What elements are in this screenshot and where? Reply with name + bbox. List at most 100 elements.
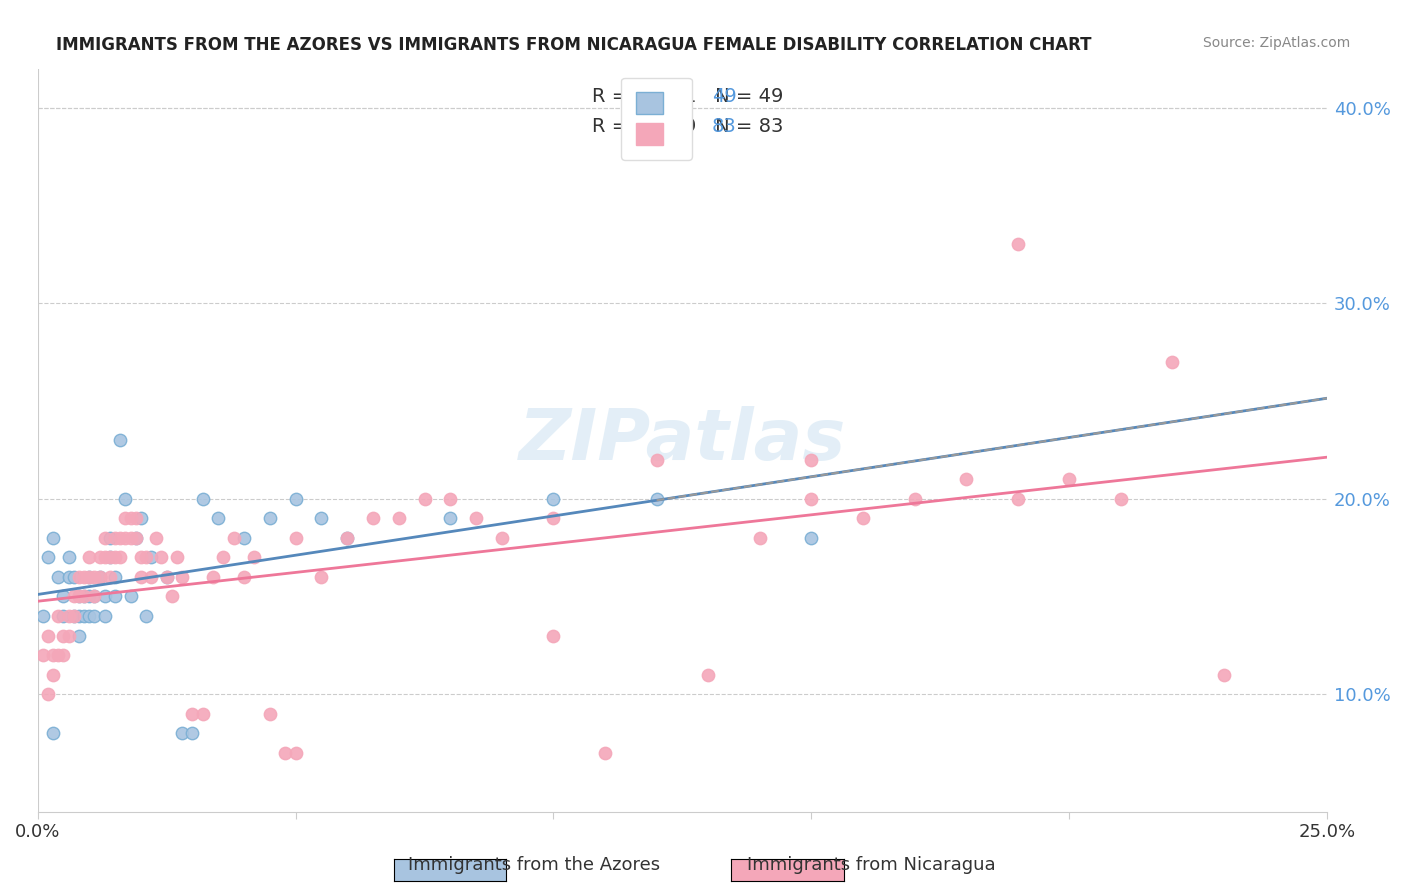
Point <box>67 609 90 624</box>
Point <box>42 531 65 545</box>
Point <box>52 628 75 642</box>
Point <box>58 628 80 642</box>
Point <box>1161 355 1184 369</box>
Point <box>160 590 183 604</box>
Point <box>166 550 188 565</box>
Point <box>73 570 96 584</box>
Point <box>1007 491 1029 506</box>
Point <box>243 550 266 565</box>
Point <box>156 570 179 584</box>
Point <box>311 511 333 525</box>
Point <box>58 570 80 584</box>
Point <box>129 570 152 584</box>
Point <box>73 590 96 604</box>
Point <box>120 531 142 545</box>
Text: 0.349: 0.349 <box>637 117 693 136</box>
Point <box>172 726 194 740</box>
Point <box>284 531 307 545</box>
Text: 49: 49 <box>711 87 737 106</box>
Point <box>77 570 100 584</box>
Point <box>83 590 105 604</box>
Point <box>42 648 65 662</box>
Point <box>388 511 411 525</box>
Point <box>125 531 148 545</box>
Point <box>98 570 121 584</box>
Point <box>181 726 204 740</box>
Point <box>284 746 307 760</box>
Point <box>93 550 115 565</box>
Point <box>156 570 179 584</box>
Point <box>114 511 136 525</box>
Point <box>181 706 204 721</box>
Text: 83: 83 <box>711 117 737 136</box>
Point <box>46 570 69 584</box>
Point <box>46 648 69 662</box>
Point <box>543 511 565 525</box>
Point <box>141 570 163 584</box>
Point <box>67 628 90 642</box>
Point <box>645 491 668 506</box>
Point <box>120 511 142 525</box>
Point <box>135 550 157 565</box>
Point <box>1109 491 1132 506</box>
Point <box>114 491 136 506</box>
Point <box>207 511 229 525</box>
Text: R =  0.349   N = 83: R = 0.349 N = 83 <box>592 117 783 136</box>
Point <box>233 531 256 545</box>
Legend: , : , <box>621 78 692 160</box>
Point <box>543 628 565 642</box>
Point <box>83 570 105 584</box>
Text: Immigrants from Nicaragua: Immigrants from Nicaragua <box>748 855 995 873</box>
Point <box>439 511 461 525</box>
Point <box>1059 472 1081 486</box>
Point <box>37 687 59 701</box>
Point <box>141 550 163 565</box>
Point <box>135 609 157 624</box>
Point <box>89 550 111 565</box>
Point <box>439 491 461 506</box>
Point <box>336 531 359 545</box>
Point <box>77 609 100 624</box>
Point <box>202 570 225 584</box>
Point <box>110 531 132 545</box>
Point <box>62 609 84 624</box>
Point <box>311 570 333 584</box>
Point <box>145 531 167 545</box>
Point <box>120 590 142 604</box>
Point <box>73 590 96 604</box>
Point <box>89 570 111 584</box>
Text: IMMIGRANTS FROM THE AZORES VS IMMIGRANTS FROM NICARAGUA FEMALE DISABILITY CORREL: IMMIGRANTS FROM THE AZORES VS IMMIGRANTS… <box>56 36 1091 54</box>
Point <box>800 531 823 545</box>
Point <box>361 511 384 525</box>
Point <box>52 590 75 604</box>
Point <box>259 706 281 721</box>
Point <box>93 590 115 604</box>
Point <box>42 726 65 740</box>
Point <box>645 452 668 467</box>
Point <box>93 609 115 624</box>
Point <box>98 531 121 545</box>
Point <box>222 531 245 545</box>
Point <box>114 531 136 545</box>
Point <box>62 590 84 604</box>
Point <box>491 531 513 545</box>
Point <box>98 550 121 565</box>
Point <box>104 550 127 565</box>
Point <box>129 511 152 525</box>
Point <box>77 590 100 604</box>
Point <box>593 746 616 760</box>
Point <box>73 609 96 624</box>
Point <box>800 452 823 467</box>
Point <box>31 609 53 624</box>
Point <box>125 511 148 525</box>
Text: R =  0.281   N = 49: R = 0.281 N = 49 <box>592 87 783 106</box>
Point <box>172 570 194 584</box>
Point <box>77 570 100 584</box>
Text: Immigrants from the Azores: Immigrants from the Azores <box>408 855 661 873</box>
Point <box>98 550 121 565</box>
Point <box>274 746 297 760</box>
Point <box>1007 237 1029 252</box>
Point <box>89 570 111 584</box>
Text: Source: ZipAtlas.com: Source: ZipAtlas.com <box>1202 36 1350 50</box>
Point <box>77 550 100 565</box>
